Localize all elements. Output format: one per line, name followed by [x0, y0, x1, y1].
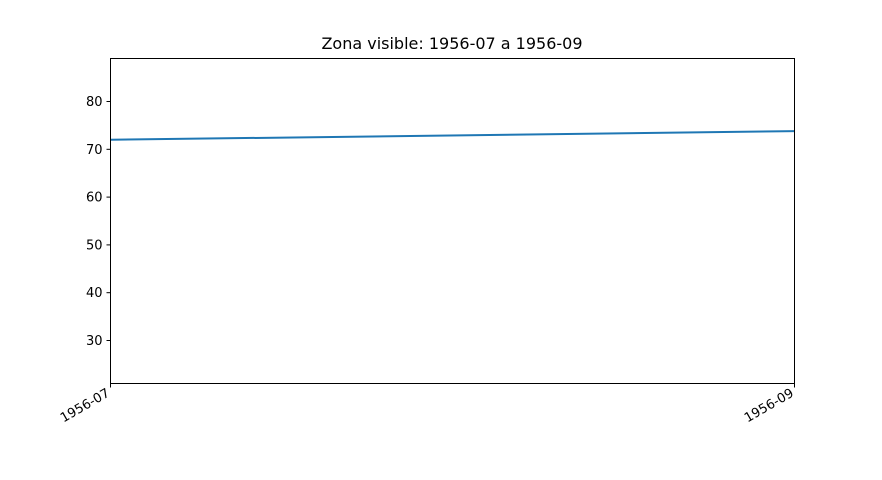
chart-title: Zona visible: 1956-07 a 1956-09 — [321, 34, 582, 53]
plot-area — [110, 130, 795, 141]
y-tick-label: 40 — [86, 286, 103, 301]
y-tick-label: 60 — [86, 191, 103, 206]
y-tick-label: 30 — [86, 334, 103, 349]
y-tick-label: 80 — [86, 95, 103, 110]
x-tick-label: 1956-09 — [742, 386, 797, 426]
y-tick-label: 50 — [86, 238, 103, 253]
x-axis: 1956-07 1956-09 — [58, 383, 797, 426]
plot-frame — [110, 58, 795, 384]
x-tick-label: 1956-07 — [58, 386, 113, 426]
y-axis: 30 40 50 60 70 80 — [86, 95, 111, 349]
series-line-0 — [110, 130, 795, 141]
y-tick-label: 70 — [86, 143, 103, 158]
